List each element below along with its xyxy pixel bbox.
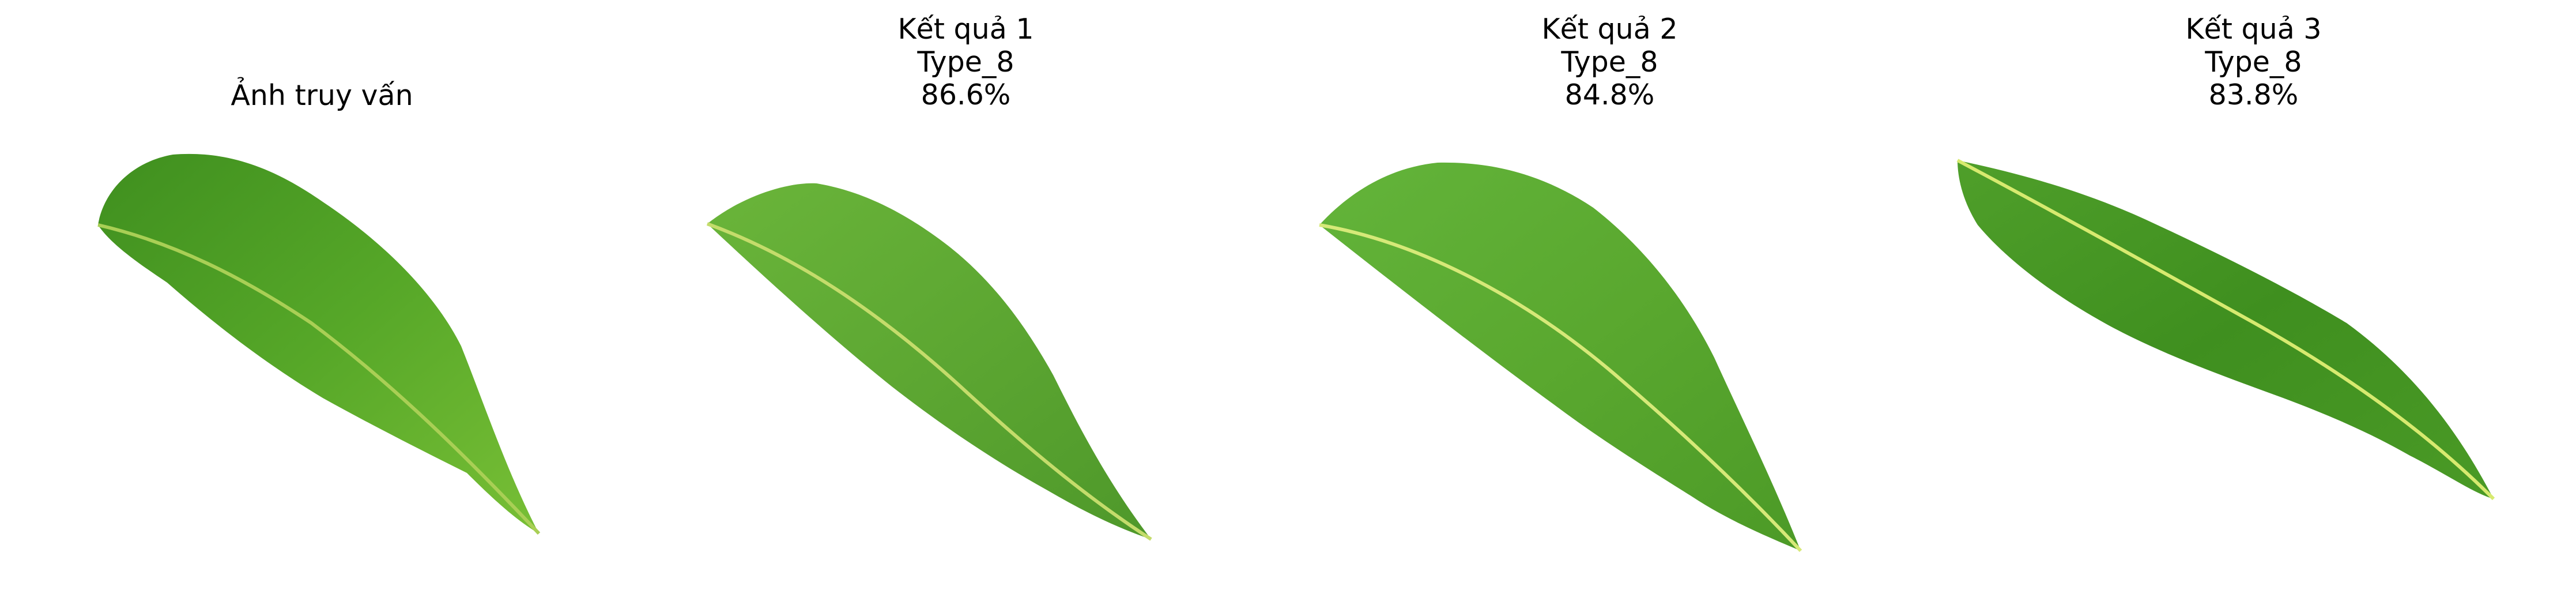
result-1-leaf-image [706,183,1152,541]
query-panel: Ảnh truy vấn [0,0,644,601]
result-3-title-block: Kết quả 3 Type_8 83.8% [1932,13,2575,111]
result-2-type: Type_8 [1561,46,1658,78]
result-2-leaf-image [1319,162,1802,553]
result-2-title-block: Kết quả 2 Type_8 84.8% [1288,13,1932,111]
result-3-score: 83.8% [2208,78,2299,111]
result-panel-1: Kết quả 1 Type_8 86.6% [644,0,1288,601]
result-panel-3: Kết quả 3 Type_8 83.8% [1932,0,2575,601]
result-panel-2: Kết quả 2 Type_8 84.8% [1288,0,1932,601]
result-3-leaf-image [1956,159,2495,501]
query-leaf-image [97,153,541,535]
result-3-title: Kết quả 3 [2185,13,2322,46]
result-1-title-block: Kết quả 1 Type_8 86.6% [644,13,1288,111]
result-1-type: Type_8 [917,46,1014,78]
result-2-score: 84.8% [1564,78,1655,111]
query-title: Ảnh truy vấn [231,79,413,112]
result-1-score: 86.6% [921,78,1011,111]
result-2-title: Kết quả 2 [1541,13,1678,46]
result-1-title: Kết quả 1 [897,13,1034,46]
result-3-type: Type_8 [2205,46,2302,78]
